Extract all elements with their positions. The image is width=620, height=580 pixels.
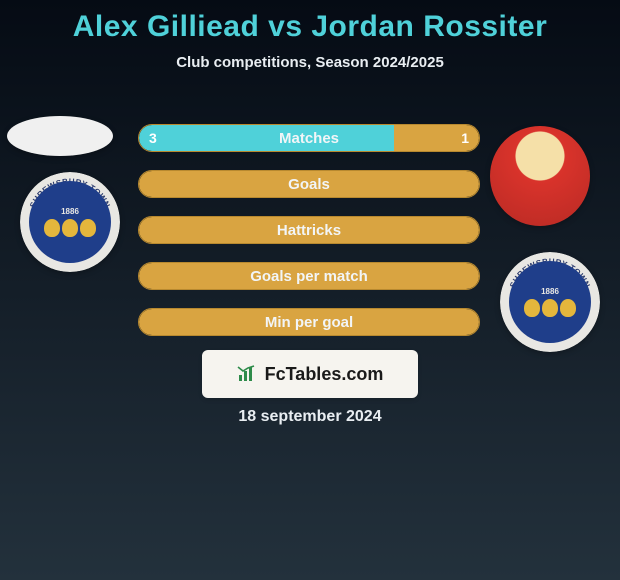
club-badge-left-year: 1886 <box>61 207 79 216</box>
stat-bar: Min per goal <box>138 308 480 336</box>
club-badge-right-year: 1886 <box>541 287 559 296</box>
comparison-card: Alex Gilliead vs Jordan Rossiter Club co… <box>0 0 620 580</box>
watermark-text: FcTables.com <box>265 364 384 385</box>
player-left-avatar <box>7 116 113 156</box>
page-subtitle: Club competitions, Season 2024/2025 <box>0 54 620 71</box>
club-badge-left-lions <box>44 219 96 237</box>
lion-icon <box>524 299 540 317</box>
date-text: 18 september 2024 <box>0 408 620 426</box>
stat-bar: Goals per match <box>138 262 480 290</box>
stat-bar: Hattricks <box>138 216 480 244</box>
player-right-avatar <box>490 126 590 226</box>
club-badge-left-inner: 1886 <box>29 181 111 263</box>
lion-icon <box>560 299 576 317</box>
page-title: Alex Gilliead vs Jordan Rossiter <box>0 0 620 44</box>
watermark-box: FcTables.com <box>202 350 418 398</box>
club-badge-right-inner: 1886 <box>509 261 591 343</box>
club-badge-left: SHREWSBURY TOWN FLOREAT SALOPIA 1886 <box>20 172 120 272</box>
stat-bar-label: Goals <box>139 176 479 193</box>
lion-icon <box>62 219 78 237</box>
stat-bars: 31Matches Goals Hattricks Goals per match Mi… <box>138 124 480 354</box>
stat-bar: Goals <box>138 170 480 198</box>
stat-bar-label: Matches <box>139 130 479 147</box>
stat-bar-label: Hattricks <box>139 222 479 239</box>
player-right-avatar-image <box>490 126 590 226</box>
lion-icon <box>44 219 60 237</box>
bar-chart-icon <box>237 365 259 383</box>
stat-bar-label: Goals per match <box>139 268 479 285</box>
club-badge-right-lions <box>524 299 576 317</box>
club-badge-right: SHREWSBURY TOWN FLOREAT SALOPIA 1886 <box>500 252 600 352</box>
stat-bar: 31Matches <box>138 124 480 152</box>
lion-icon <box>80 219 96 237</box>
lion-icon <box>542 299 558 317</box>
stat-bar-label: Min per goal <box>139 314 479 331</box>
